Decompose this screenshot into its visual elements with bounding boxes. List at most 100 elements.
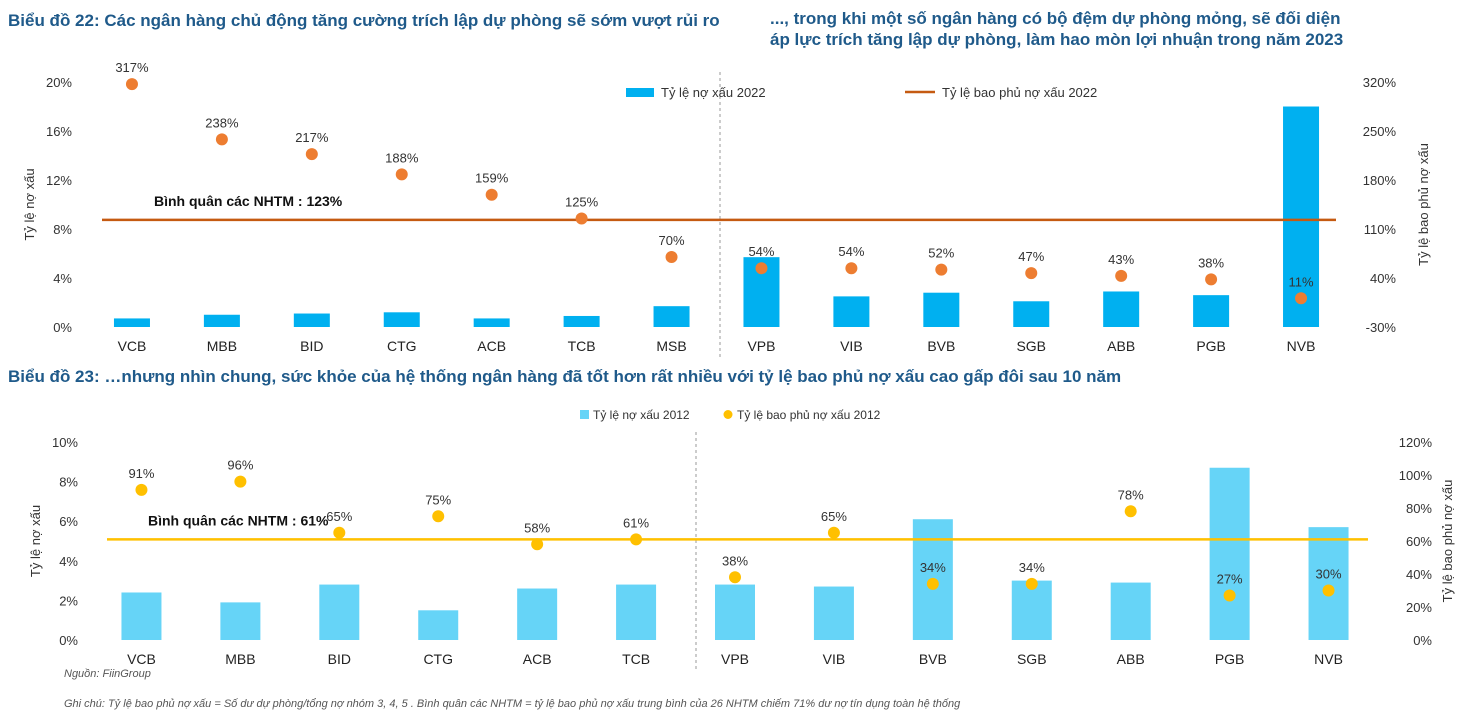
coverage-label: 34% [920, 560, 946, 575]
y2-tick-label: -30% [1366, 320, 1397, 335]
category-label: PGB [1215, 651, 1245, 667]
coverage-point-mbb [215, 133, 228, 146]
legend-bar-swatch [626, 88, 654, 97]
coverage-point-nvb [1322, 584, 1335, 597]
coverage-label: 125% [565, 195, 599, 210]
y2-tick-label: 40% [1370, 271, 1396, 286]
category-label: SGB [1016, 338, 1046, 354]
bar-acb [517, 588, 558, 640]
coverage-label: 65% [821, 509, 847, 524]
bar-acb [473, 318, 510, 327]
legend-bar-label: Tỷ lệ nợ xấu 2022 [661, 85, 766, 100]
y-tick-label: 0% [59, 633, 78, 648]
bar-msb [653, 306, 690, 327]
y2-tick-label: 320% [1363, 75, 1397, 90]
average-label: Bình quân các NHTM : 123% [154, 193, 343, 209]
y-tick-label: 8% [59, 475, 78, 490]
y2-tick-label: 180% [1363, 173, 1397, 188]
bar-tcb [563, 315, 600, 327]
legend-bar-label: Tỷ lệ nợ xấu 2012 [593, 408, 690, 422]
coverage-point-vpb [729, 571, 741, 584]
coverage-label: 47% [1018, 249, 1044, 264]
category-label: ACB [523, 651, 552, 667]
source-note: Nguồn: FiinGroup [64, 668, 151, 680]
category-label: VIB [840, 338, 863, 354]
coverage-point-acb [485, 188, 498, 201]
bar-nvb [1283, 106, 1320, 327]
bar-sgb [1011, 580, 1052, 640]
coverage-label: 75% [425, 492, 451, 507]
category-label: BVB [919, 651, 947, 667]
y-tick-label: 10% [52, 435, 78, 450]
coverage-label: 61% [623, 515, 649, 530]
category-label: MBB [225, 651, 255, 667]
category-label: VPB [721, 651, 749, 667]
category-label: VPB [747, 338, 775, 354]
coverage-point-tcb [630, 533, 643, 546]
legend-line-label: Tỷ lệ bao phủ nợ xấu 2022 [942, 85, 1097, 100]
y2-tick-label: 40% [1406, 567, 1432, 582]
coverage-point-abb [1115, 269, 1128, 282]
bar-abb [1103, 291, 1140, 327]
coverage-label: 52% [928, 246, 954, 261]
coverage-point-ctg [432, 510, 445, 523]
y-tick-label: 6% [59, 514, 78, 529]
footnote: Ghi chú: Tỷ lệ bao phủ nợ xấu = Số dư dự… [64, 698, 961, 710]
category-label: TCB [622, 651, 650, 667]
coverage-point-sgb [1025, 577, 1038, 590]
coverage-label: 70% [659, 233, 685, 248]
y2-tick-label: 20% [1406, 600, 1432, 615]
bar-tcb [616, 584, 657, 640]
bar-mbb [220, 602, 261, 640]
coverage-point-bid [333, 526, 346, 539]
coverage-label: 38% [1198, 255, 1224, 270]
y-tick-label: 8% [53, 222, 72, 237]
coverage-label: 96% [227, 458, 253, 473]
legend-dot-swatch [723, 410, 733, 419]
category-label: VCB [127, 651, 156, 667]
y2-tick-label: 110% [1364, 222, 1397, 237]
bar-abb [1110, 582, 1151, 640]
coverage-label: 34% [1019, 560, 1045, 575]
y2-tick-label: 80% [1406, 501, 1432, 516]
y-tick-label: 16% [46, 124, 72, 139]
coverage-point-mbb [234, 475, 247, 488]
y-tick-label: 4% [59, 554, 78, 569]
coverage-point-abb [1124, 505, 1137, 518]
category-label: VCB [118, 338, 147, 354]
category-label: VIB [823, 651, 846, 667]
category-label: TCB [568, 338, 596, 354]
coverage-label: 217% [295, 130, 329, 145]
bar-pgb [1193, 295, 1230, 327]
bar-pgb [1209, 467, 1250, 640]
coverage-label: 38% [722, 553, 748, 568]
coverage-point-sgb [1025, 267, 1038, 280]
y-axis-title: Tỷ lệ nợ xấu [22, 168, 37, 240]
coverage-point-vcb [125, 78, 138, 91]
y2-tick-label: 100% [1399, 468, 1433, 483]
category-label: BID [300, 338, 323, 354]
coverage-label: 91% [128, 466, 154, 481]
y-tick-label: 4% [53, 271, 72, 286]
y-tick-label: 0% [53, 320, 72, 335]
coverage-point-tcb [575, 212, 588, 225]
y-tick-label: 20% [46, 75, 72, 90]
bar-vib [813, 586, 854, 640]
category-label: MBB [207, 338, 237, 354]
average-label: Bình quân các NHTM : 61% [148, 512, 329, 528]
chart22-subtitle: ..., trong khi một số ngân hàng có bộ đệ… [770, 9, 1344, 49]
category-label: CTG [423, 651, 453, 667]
coverage-point-nvb [1295, 292, 1308, 305]
category-label: PGB [1196, 338, 1226, 354]
y-tick-label: 2% [59, 593, 78, 608]
y-tick-label: 12% [46, 173, 72, 188]
bar-vcb [113, 318, 150, 327]
y2-tick-label: 0% [1413, 633, 1432, 648]
coverage-label: 317% [115, 60, 149, 75]
coverage-point-vpb [755, 262, 768, 275]
category-label: BVB [927, 338, 955, 354]
category-label: NVB [1287, 338, 1316, 354]
coverage-point-msb [665, 251, 678, 263]
y2-tick-label: 60% [1406, 534, 1432, 549]
